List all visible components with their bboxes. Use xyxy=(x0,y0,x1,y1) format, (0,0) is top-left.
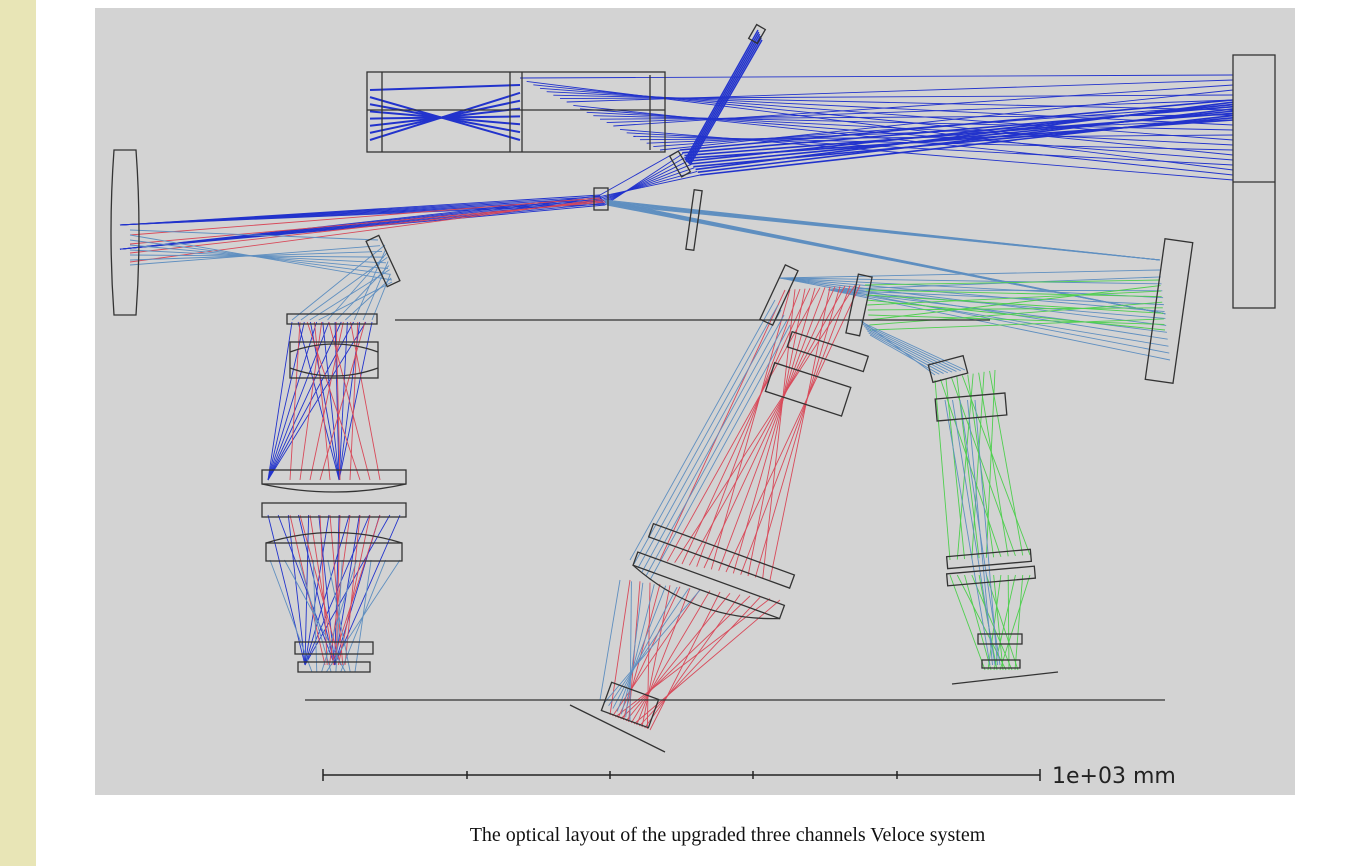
caption: The optical layout of the upgraded three… xyxy=(0,824,1349,847)
page: 1e+03 mm The optical layout of the upgra… xyxy=(0,0,1349,866)
side-strip xyxy=(0,0,36,866)
scale-label: 1e+03 mm xyxy=(1052,764,1176,789)
optical-layout: 1e+03 mm xyxy=(95,8,1295,795)
figure-background xyxy=(95,8,1295,795)
